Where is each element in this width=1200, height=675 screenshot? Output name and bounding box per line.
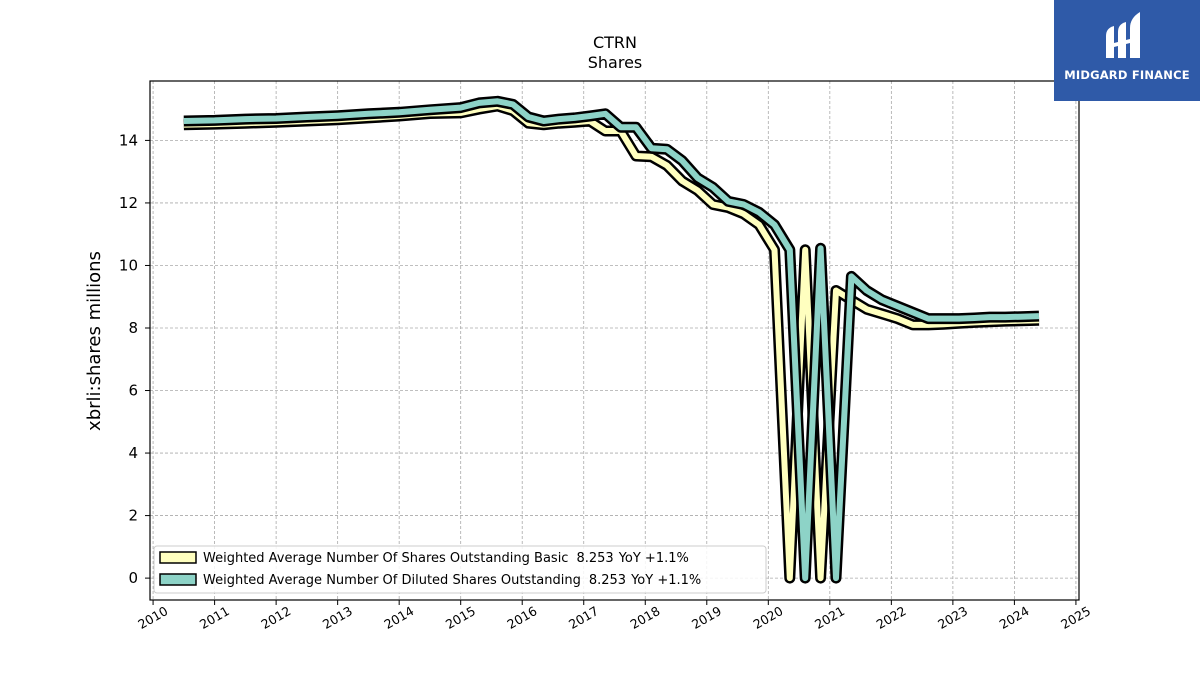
x-tick-label: 2012 (258, 603, 293, 632)
y-tick-label: 10 (119, 256, 138, 274)
chart-subtitle: Shares (588, 53, 643, 72)
y-tick-label: 6 (128, 382, 138, 400)
x-tick-label: 2025 (1058, 603, 1093, 632)
plot-frame (149, 80, 1080, 601)
y-tick-label: 0 (128, 569, 138, 587)
legend-swatch-diluted (159, 573, 197, 586)
x-tick-label: 2014 (381, 603, 416, 632)
legend-box (153, 545, 767, 594)
x-tick-label: 2022 (874, 603, 909, 632)
x-tick-label: 2017 (566, 603, 601, 632)
y-tick-label: 2 (128, 507, 138, 525)
x-tick-label: 2019 (689, 603, 724, 632)
legend-swatch-basic (159, 551, 197, 564)
x-tick-label: 2018 (627, 603, 662, 632)
x-tick-label: 2015 (443, 603, 478, 632)
x-tick-label: 2020 (751, 603, 786, 632)
chart-title: CTRN (593, 33, 637, 52)
legend: Weighted Average Number Of Shares Outsta… (153, 545, 767, 594)
y-tick-label: 12 (119, 194, 138, 212)
y-tick-label: 14 (119, 131, 138, 149)
x-tick-label: 2010 (135, 603, 170, 632)
x-tick-label: 2021 (812, 603, 847, 632)
y-axis: 0 2 4 6 8 10 12 14 (119, 131, 150, 587)
x-tick-label: 2016 (504, 603, 539, 632)
series-line-1 (183, 98, 1040, 582)
legend-label-basic: Weighted Average Number Of Shares Outsta… (203, 551, 689, 566)
x-tick-label: 2023 (935, 603, 970, 632)
legend-label-diluted: Weighted Average Number Of Diluted Share… (203, 573, 701, 588)
x-tick-label: 2013 (320, 603, 355, 632)
x-axis: 2010 2011 2012 2013 2014 2015 2016 2017 2018 2019… (135, 600, 1093, 632)
series-line-0 (183, 103, 1040, 582)
y-tick-label: 4 (128, 444, 138, 462)
midgard-finance-logo: MIDGARD FINANCE (1054, 0, 1200, 101)
grid (150, 81, 1079, 600)
series-outline-1 (183, 95, 1040, 584)
y-tick-label: 8 (128, 319, 138, 337)
logo-text: MIDGARD FINANCE (1064, 68, 1190, 82)
midgard-logo-icon (1106, 12, 1140, 58)
x-tick-label: 2011 (197, 603, 232, 632)
series-outline-0 (183, 100, 1040, 584)
series-layer (183, 95, 1040, 584)
x-tick-label: 2024 (997, 603, 1032, 632)
y-axis-label: xbrli:shares millions (84, 251, 105, 431)
